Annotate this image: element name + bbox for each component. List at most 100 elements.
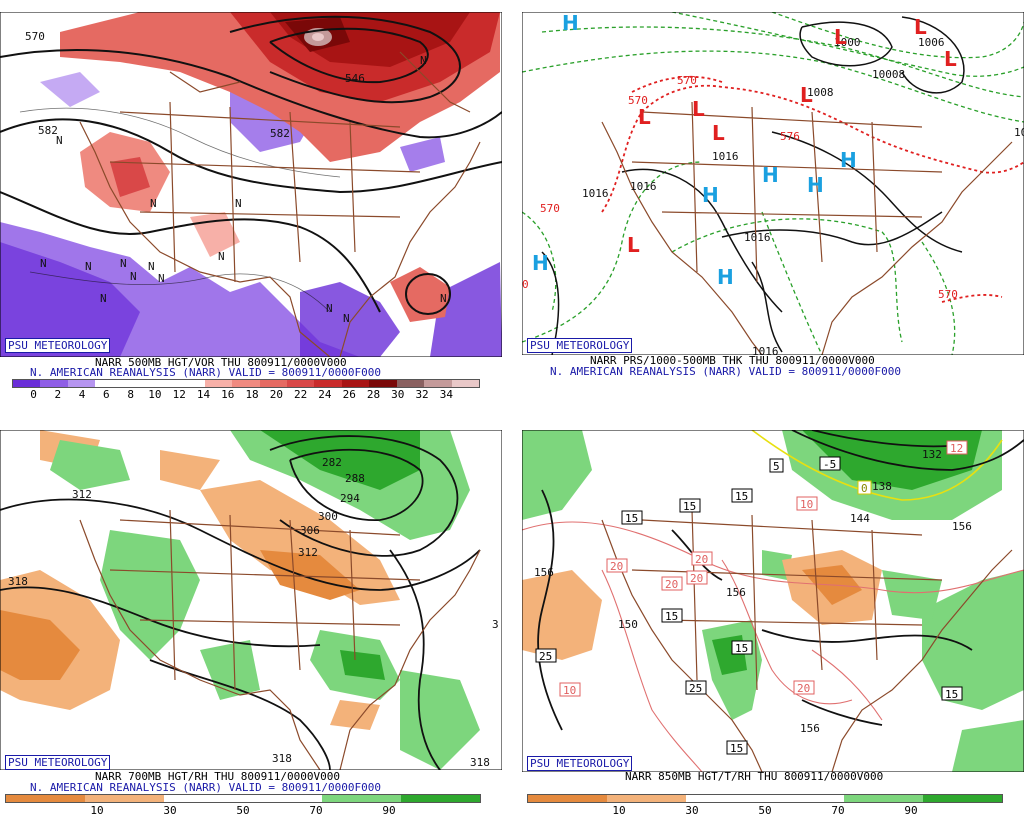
isobar-label: 1016 <box>582 187 609 200</box>
temperature-box-label: 25 <box>689 682 702 695</box>
contour-label: 318 <box>272 752 292 765</box>
panel-subtitle: N. AMERICAN REANALYSIS (NARR) VALID = 80… <box>550 365 901 378</box>
vorticity-contour <box>19 107 341 178</box>
contour-label: 132 <box>922 448 942 461</box>
panel-title: NARR 700MB HGT/RH THU 800911/0000V000 <box>95 770 341 783</box>
rh-moist-area <box>260 430 420 490</box>
isobar <box>771 131 963 253</box>
low-pressure-marker: L <box>638 105 651 129</box>
branding-badge: PSU METEOROLOGY <box>527 338 633 353</box>
height-contour <box>801 699 883 726</box>
temperature-box <box>793 680 815 695</box>
low-pressure-marker: L <box>800 83 813 107</box>
panel-700mb-hgt-rh: 312 318 282 288 294 300 306 312 318 318 … <box>0 430 502 819</box>
colorbar-tick-label: 20 <box>269 388 283 401</box>
colorbar-tick-label: 70 <box>309 804 323 817</box>
thickness-contour <box>671 12 1024 77</box>
contour-label: 312 <box>298 546 318 559</box>
branding-badge: PSU METEOROLOGY <box>5 755 111 770</box>
isobar <box>901 16 965 94</box>
vorticity-contour <box>29 271 331 313</box>
colorbar-swatch <box>177 380 205 387</box>
vorticity-min-label: N <box>148 260 155 273</box>
colorbar-tick-label: 22 <box>294 388 308 401</box>
panel-subtitle: N. AMERICAN REANALYSIS (NARR) VALID = 80… <box>30 366 381 379</box>
coastline <box>79 121 331 357</box>
contour-label: 144 <box>850 512 870 525</box>
map-pressure-thickness: 1000 10008 1008 1006 1016 1016 1016 1016… <box>522 12 1024 355</box>
colorbar-swatch <box>13 380 41 387</box>
colorbar-tick-label: 12 <box>172 388 186 401</box>
temperature-box-label: 0 <box>861 482 868 495</box>
vorticity-min-label: N <box>150 197 157 210</box>
vort-max-center <box>312 33 324 41</box>
rh-moist-area <box>762 550 792 580</box>
colorbar-swatch <box>6 795 85 802</box>
colorbar-tick-label: 14 <box>196 388 211 401</box>
colorbar-swatch <box>85 795 164 802</box>
vorticity-min-label: N <box>420 54 427 67</box>
temperature-box <box>819 456 841 471</box>
colorbar-swatch <box>923 795 1002 802</box>
contour-label: 3 <box>492 618 499 631</box>
vort-positive-area <box>110 157 150 197</box>
colorbar-swatch <box>765 795 844 802</box>
state-borders <box>631 509 943 691</box>
map-500mb: 570 582 546 582 N N N N N N N N N N N N … <box>0 12 502 357</box>
low-pressure-marker: L <box>914 15 927 39</box>
coastline <box>831 549 1013 772</box>
colorbar-tick-label: 10 <box>148 388 162 401</box>
contour-label: 156 <box>726 586 746 599</box>
colorbar-tick-label: 70 <box>831 804 845 817</box>
map-700mb: 312 318 282 288 294 300 306 312 318 318 … <box>0 430 502 770</box>
temperature-box <box>769 458 784 473</box>
coastline <box>339 141 481 357</box>
vorticity-min-label: N <box>158 272 165 285</box>
temperature-box <box>679 498 701 513</box>
height-contour <box>269 27 429 84</box>
vort-negative-area <box>430 262 502 357</box>
thickness-label: 576 <box>780 130 800 143</box>
temperature-box-label: 15 <box>665 610 678 623</box>
state-borders <box>631 101 943 283</box>
colorbar-ticks: 10 30 50 70 90 <box>527 805 1003 817</box>
isobar <box>621 168 783 313</box>
colorbar-tick-label: 28 <box>366 388 381 401</box>
colorbar-tick-label: 10 <box>90 804 104 817</box>
colorbar-swatch <box>314 380 342 387</box>
high-pressure-marker: H <box>562 12 579 35</box>
height-contour <box>0 498 481 591</box>
thickness-label: 570 <box>938 288 958 301</box>
colorbar-swatch <box>322 795 401 802</box>
rh-moist-area <box>802 430 982 490</box>
temperature-box <box>535 648 557 663</box>
colorbar-swatch <box>607 795 686 802</box>
rh-dry-area <box>200 480 400 605</box>
height-contour <box>537 489 563 731</box>
temperature-box <box>857 480 872 495</box>
temperature-box <box>691 551 713 566</box>
colorbar-swatch <box>67 380 96 387</box>
colorbar-tick-label: 90 <box>904 804 918 817</box>
thickness-contour <box>522 50 1024 123</box>
rh-dry-area <box>160 450 220 490</box>
thickness-label: 570 <box>677 74 697 87</box>
colorbar-tick-label: 30 <box>391 388 405 401</box>
colorbar <box>5 794 481 803</box>
temperature-box-label: 15 <box>683 500 696 513</box>
temperature-contour <box>601 569 703 772</box>
colorbar-tick-label: 30 <box>685 804 699 817</box>
temperature-box-label: -5 <box>823 458 836 471</box>
temperature-box-label: 20 <box>665 578 678 591</box>
colorbar-tick-label: 24 <box>318 388 332 401</box>
temperature-box-label: 15 <box>735 642 748 655</box>
panel-title: NARR PRS/1000-500MB THK THU 800911/0000V… <box>590 354 875 367</box>
vorticity-min-label: N <box>100 292 107 305</box>
rh-dry-area <box>0 610 80 680</box>
colorbar-tick-label: 34 <box>439 388 453 401</box>
rh-dry-area <box>522 570 602 660</box>
isobar <box>751 261 783 353</box>
vorticity-min-label: N <box>40 257 47 270</box>
high-pressure-marker: H <box>840 148 857 172</box>
thickness-contour <box>761 211 823 355</box>
